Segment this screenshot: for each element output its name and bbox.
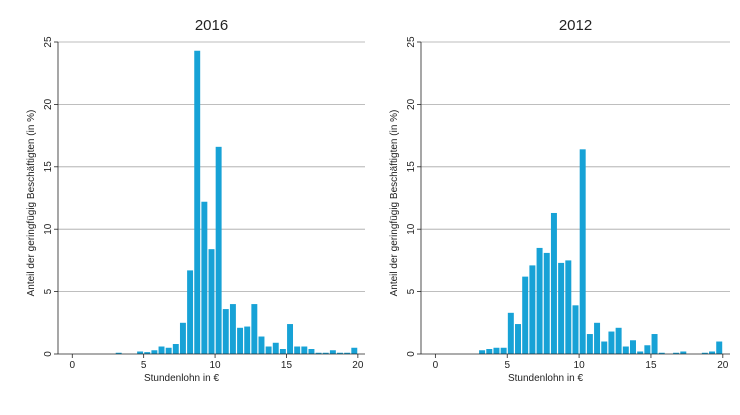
bar bbox=[630, 340, 636, 354]
y-tick-label: 0 bbox=[406, 351, 417, 357]
bar bbox=[251, 304, 257, 354]
bar bbox=[294, 347, 300, 354]
bar bbox=[194, 51, 200, 354]
bar bbox=[201, 202, 207, 354]
bar bbox=[716, 342, 722, 354]
y-tick-label: 10 bbox=[43, 223, 54, 235]
panel-2016: 0 5 10 15 20 25 0 5 10 15 20 2016 Stundenlohn in € An… bbox=[26, 17, 365, 384]
x-tick-label: 15 bbox=[645, 360, 657, 371]
bar bbox=[209, 249, 215, 354]
bar bbox=[266, 347, 272, 354]
bar bbox=[216, 147, 222, 354]
bar bbox=[587, 334, 593, 354]
bar bbox=[259, 337, 265, 354]
bar bbox=[551, 213, 557, 354]
bar bbox=[493, 348, 499, 354]
bar bbox=[173, 344, 179, 354]
bar bbox=[244, 327, 250, 354]
x-tick-label: 0 bbox=[433, 360, 439, 371]
panel-2012: 0 5 10 15 20 25 0 5 10 15 20 2012 Stundenlohn in € An… bbox=[389, 17, 730, 384]
y-tick-label: 10 bbox=[406, 223, 417, 235]
bar bbox=[501, 348, 507, 354]
bar bbox=[273, 343, 279, 354]
bar bbox=[608, 332, 614, 354]
x-tick-label: 20 bbox=[717, 360, 729, 371]
x-tick-label: 10 bbox=[210, 360, 222, 371]
bar bbox=[180, 323, 186, 354]
y-tick-label: 20 bbox=[43, 98, 54, 110]
bar bbox=[616, 328, 622, 354]
x-axis-label: Stundenlohn in € bbox=[144, 373, 220, 384]
x-tick-label: 5 bbox=[141, 360, 147, 371]
bar bbox=[623, 347, 629, 354]
bar bbox=[594, 323, 600, 354]
bar bbox=[544, 253, 550, 354]
bar bbox=[558, 263, 564, 354]
bar bbox=[601, 342, 607, 354]
bar bbox=[308, 349, 314, 354]
bar bbox=[237, 328, 243, 354]
x-tick-label: 0 bbox=[69, 360, 75, 371]
y-tick-label: 25 bbox=[406, 36, 417, 48]
y-tick-label: 20 bbox=[406, 98, 417, 110]
bar bbox=[652, 334, 658, 354]
y-tick-label: 15 bbox=[43, 161, 54, 173]
bar bbox=[223, 309, 229, 354]
bar bbox=[515, 324, 521, 354]
x-tick-label: 20 bbox=[352, 360, 364, 371]
x-tick-label: 5 bbox=[504, 360, 510, 371]
bar bbox=[351, 348, 357, 354]
bar bbox=[230, 304, 236, 354]
bar bbox=[187, 270, 193, 354]
y-axis-label: Anteil der geringfügig Beschäftigten (in… bbox=[389, 110, 400, 297]
y-tick-label: 0 bbox=[43, 351, 54, 357]
y-axis-label: Anteil der geringfügig Beschäftigten (in… bbox=[26, 110, 37, 297]
bar bbox=[151, 350, 157, 354]
bar bbox=[330, 350, 336, 354]
bar bbox=[529, 265, 535, 354]
y-tick-label: 5 bbox=[43, 288, 54, 294]
bar bbox=[280, 349, 286, 354]
y-tick-label: 5 bbox=[406, 288, 417, 294]
bar bbox=[486, 349, 492, 354]
bar bbox=[166, 348, 172, 354]
x-tick-label: 10 bbox=[574, 360, 586, 371]
bar bbox=[479, 350, 485, 354]
bar bbox=[522, 277, 528, 354]
bar bbox=[644, 345, 650, 354]
y-tick-label: 25 bbox=[43, 36, 54, 48]
bar bbox=[565, 260, 571, 354]
x-tick-label: 15 bbox=[281, 360, 293, 371]
x-axis-label: Stundenlohn in € bbox=[508, 373, 584, 384]
chart-title: 2016 bbox=[195, 17, 228, 34]
bar bbox=[508, 313, 514, 354]
bar bbox=[537, 248, 543, 354]
bar bbox=[573, 305, 579, 354]
y-tick-label: 15 bbox=[406, 161, 417, 173]
bar bbox=[287, 324, 293, 354]
bar bbox=[580, 149, 586, 354]
bar bbox=[301, 347, 307, 354]
chart-title: 2012 bbox=[559, 17, 592, 34]
bar bbox=[159, 347, 165, 354]
